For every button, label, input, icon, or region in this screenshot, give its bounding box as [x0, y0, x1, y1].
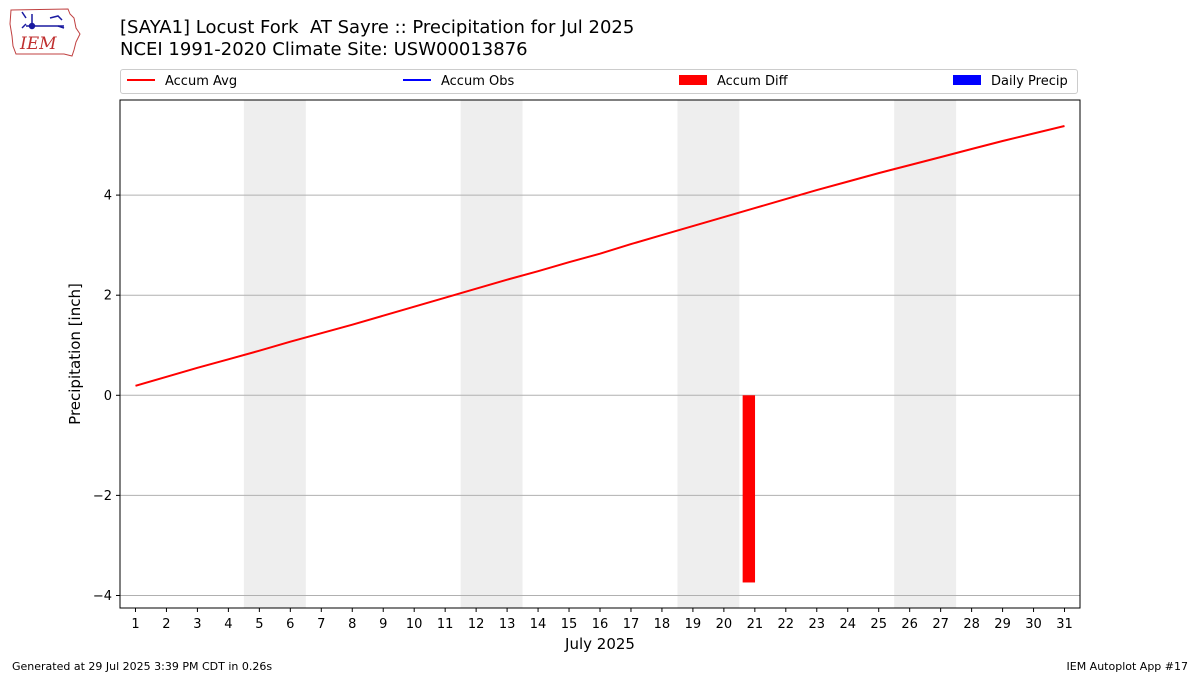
weekend-band-1: [243, 100, 306, 608]
weekend-band-3: [677, 100, 740, 608]
y-tick-label: 0: [104, 389, 112, 404]
iem-logo: IEM: [9, 8, 81, 57]
y-axis-label: Precipitation [inch]: [66, 283, 84, 425]
x-tick-label: 22: [778, 617, 795, 632]
x-tick-label: 29: [994, 617, 1011, 632]
x-tick-label: 20: [716, 617, 733, 632]
y-tick-label: −2: [93, 489, 112, 504]
x-tick-label: 1: [131, 617, 139, 632]
legend-item-accum-avg: Accum Avg: [127, 74, 237, 90]
x-tick-label: 10: [406, 617, 423, 632]
x-tick-label: 5: [255, 617, 263, 632]
x-tick-label: 16: [592, 617, 609, 632]
legend-swatch-daily-precip: [953, 74, 981, 85]
legend-item-accum-diff: Accum Diff: [679, 74, 788, 90]
footer-app: IEM Autoplot App #17: [1066, 660, 1189, 673]
x-tick-label: 18: [654, 617, 671, 632]
chart-subtitle: NCEI 1991-2020 Climate Site: USW00013876: [120, 39, 528, 60]
legend: Accum Avg Accum Obs Accum Diff Daily Pre…: [120, 69, 1078, 94]
x-tick-label: 25: [870, 617, 887, 632]
x-tick-label: 28: [963, 617, 980, 632]
x-tick-label: 6: [286, 617, 294, 632]
y-tick-label: −4: [93, 589, 112, 604]
x-tick-label: 9: [379, 617, 387, 632]
logo-text: IEM: [19, 34, 57, 54]
x-tick-label: 13: [499, 617, 516, 632]
y-tick-label: 4: [104, 189, 112, 204]
x-tick-label: 31: [1056, 617, 1073, 632]
x-tick-label: 11: [437, 617, 454, 632]
legend-swatch-accum-avg: [127, 78, 155, 81]
x-tick-label: 23: [809, 617, 826, 632]
weekend-band-4: [894, 100, 957, 608]
legend-label-accum-avg: Accum Avg: [165, 74, 238, 89]
legend-item-accum-obs: Accum Obs: [403, 74, 514, 90]
legend-swatch-accum-diff: [679, 74, 707, 85]
weekend-band-2: [460, 100, 523, 608]
legend-label-accum-diff: Accum Diff: [717, 74, 788, 89]
x-tick-label: 2: [162, 617, 170, 632]
x-tick-label: 4: [224, 617, 232, 632]
legend-label-daily-precip: Daily Precip: [991, 74, 1068, 89]
x-tick-label: 30: [1025, 617, 1042, 632]
footer-generated: Generated at 29 Jul 2025 3:39 PM CDT in …: [12, 660, 273, 673]
x-tick-label: 17: [623, 617, 640, 632]
legend-swatch-accum-obs: [403, 78, 431, 81]
x-tick-label: 8: [348, 617, 356, 632]
x-tick-label: 27: [932, 617, 949, 632]
x-tick-label: 3: [193, 617, 201, 632]
x-tick-label: 19: [685, 617, 702, 632]
legend-item-daily-precip: Daily Precip: [953, 74, 1068, 90]
x-tick-label: 14: [530, 617, 547, 632]
legend-label-accum-obs: Accum Obs: [441, 74, 515, 89]
x-tick-label: 7: [317, 617, 325, 632]
y-tick-label: 2: [104, 289, 112, 304]
x-tick-label: 12: [468, 617, 485, 632]
bar-accum-diff-day-21: [742, 395, 756, 583]
x-tick-label: 21: [747, 617, 764, 632]
x-tick-label: 15: [561, 617, 578, 632]
chart-title: [SAYA1] Locust Fork AT Sayre :: Precipit…: [120, 17, 635, 38]
x-tick-label: 24: [839, 617, 856, 632]
x-tick-label: 26: [901, 617, 918, 632]
series-line-accum-avg: [135, 125, 1065, 387]
x-axis-label: July 2025: [564, 635, 635, 653]
